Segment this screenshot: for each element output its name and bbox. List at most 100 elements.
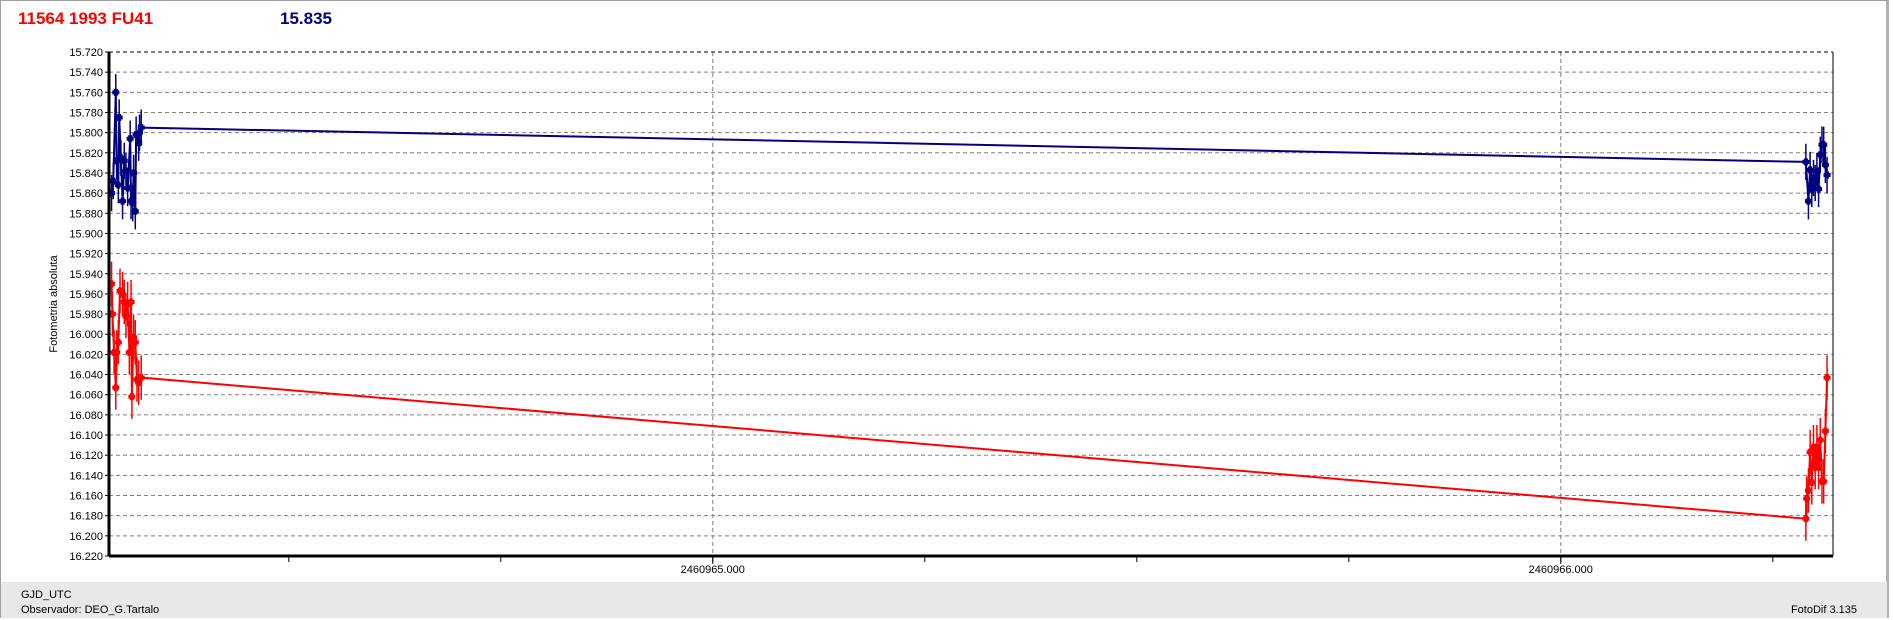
data-point-marker [1816,185,1821,193]
y-tick-label: 15.720 [69,47,103,59]
data-point-marker [131,169,136,177]
y-axis-ticks: 15.720 15.740 15.760 15.780 15.800 15.820 15.8… [69,47,109,563]
data-point-marker [1808,448,1813,456]
data-point-marker [130,199,135,207]
data-point-marker [131,333,136,341]
data-point-marker [129,298,134,306]
light-curve-chart: 15.720 15.740 15.760 15.780 15.800 15.820 15.8… [48,47,1834,576]
y-tick-label: 16.180 [69,511,103,523]
data-point-marker [133,207,138,215]
y-tick-label: 15.800 [69,128,103,140]
data-point-marker [1821,477,1826,485]
data-point-marker [1808,166,1813,174]
data-point-marker [139,374,144,382]
data-point-marker [1814,443,1819,451]
data-point-marker [1806,486,1811,494]
series-1 [108,74,1831,230]
y-tick-label: 16.140 [69,470,103,482]
data-point-marker [120,197,125,205]
y-tick-label: 15.940 [69,269,103,281]
data-point-marker [1816,463,1821,471]
series-layer [108,74,1831,541]
y-tick-label: 16.080 [69,410,103,422]
data-point-marker [128,135,133,143]
magnitude-value: 15.835 [280,9,332,28]
y-tick-label: 16.060 [69,390,103,402]
data-point-marker [1818,436,1823,444]
y-tick-label: 16.040 [69,370,103,382]
data-point-marker [136,139,141,147]
data-point-marker [113,88,118,96]
data-point-marker [120,290,125,298]
y-tick-label: 15.880 [69,208,103,220]
data-point-marker [136,379,141,387]
data-point-marker [1821,141,1826,149]
data-point-marker [118,154,123,162]
x-tick-label: 2460965.000 [681,564,745,576]
y-tick-label: 16.220 [69,551,103,563]
x-axis-ticks: 2460965.000 2460966.000 [288,556,1774,576]
y-axis-label: Fotometria absoluta [48,255,60,353]
data-point-marker [125,184,130,192]
data-point-marker [1803,158,1808,166]
data-point-marker [111,177,116,185]
x-tick-label: 2460966.000 [1529,564,1593,576]
data-point-marker [134,131,139,139]
data-point-marker [1806,197,1811,205]
y-tick-label: 15.920 [69,249,103,261]
y-tick-label: 15.960 [69,289,103,301]
data-point-marker [127,348,132,356]
data-point-marker [1825,374,1830,382]
data-point-marker [123,312,128,320]
data-point-marker [117,114,122,122]
data-point-marker [1823,161,1828,169]
y-tick-label: 15.820 [69,148,103,160]
data-point-marker [137,129,142,137]
data-point-marker [113,384,118,392]
data-point-marker [1803,515,1808,523]
observer-label: Observador: DEO_G.Tartalo [21,604,160,616]
y-tick-label: 16.020 [69,349,103,361]
y-tick-label: 15.980 [69,309,103,321]
y-tick-label: 15.840 [69,168,103,180]
data-point-marker [133,338,138,346]
data-point-marker [1814,167,1819,175]
data-point-marker [1809,478,1814,486]
data-point-marker [1825,171,1830,179]
series-2 [108,261,1831,541]
y-tick-label: 16.100 [69,430,103,442]
data-point-marker [116,338,121,346]
series-line [110,283,1829,520]
y-tick-label: 16.120 [69,450,103,462]
y-tick-label: 16.160 [69,491,103,503]
data-point-marker [1818,151,1823,159]
y-tick-label: 15.860 [69,188,103,200]
object-title: 11564 1993 FU41 [18,9,154,28]
data-point-marker [116,181,121,189]
data-point-marker [1813,179,1818,187]
data-point-marker [1823,427,1828,435]
data-point-marker [123,167,128,175]
data-point-marker [1804,495,1809,503]
grid [109,51,1833,557]
y-tick-label: 16.200 [69,531,103,543]
data-point-marker [114,157,119,165]
data-point-marker [122,298,127,306]
y-tick-label: 16.000 [69,329,103,341]
data-point-marker [109,280,114,288]
data-point-marker [114,348,119,356]
y-tick-label: 15.740 [69,67,103,79]
data-point-marker [110,310,115,318]
data-point-marker [122,157,127,165]
data-point-marker [129,393,134,401]
version-label: FotoDif 3.135 [1790,604,1857,616]
data-point-marker [1811,174,1816,182]
data-point-marker [139,124,144,132]
status-footer: GJD_UTC Observador: DEO_G.Tartalo FotoDi… [1,582,1887,618]
y-tick-label: 15.900 [69,228,103,240]
x-axis-name: GJD_UTC [21,589,72,601]
y-tick-label: 15.760 [69,87,103,99]
data-point-marker [1809,185,1814,193]
data-point-marker [109,189,114,197]
axes [107,51,1834,558]
